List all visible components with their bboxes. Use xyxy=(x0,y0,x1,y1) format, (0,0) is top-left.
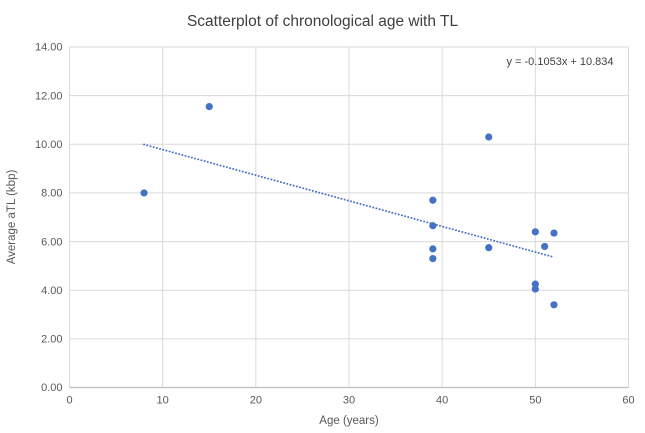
data-point xyxy=(485,133,493,141)
y-axis-title: Average aTL (kbp) xyxy=(6,170,18,265)
y-axis-tick-label: 6.00 xyxy=(41,236,62,248)
y-axis-tick-label: 0.00 xyxy=(41,382,62,394)
data-point xyxy=(541,242,549,251)
chart-title: Scatterplot of chronological age with TL xyxy=(187,13,459,30)
trendline-equation-label: y = -0.1053x + 10.834 xyxy=(506,56,613,68)
data-point xyxy=(429,254,437,263)
y-axis-tick-label: 10.00 xyxy=(35,139,63,151)
y-axis-tick-label: 14.00 xyxy=(35,42,63,54)
x-axis-tick-label: 0 xyxy=(66,395,72,407)
y-axis-tick-label: 12.00 xyxy=(35,90,63,102)
data-point xyxy=(550,301,558,309)
data-point xyxy=(531,228,539,236)
x-axis-tick-label: 10 xyxy=(157,395,169,407)
x-axis-title: Age (years) xyxy=(319,415,379,427)
data-point xyxy=(485,244,493,252)
y-axis-tick-label: 2.00 xyxy=(41,334,62,346)
data-point xyxy=(205,102,213,111)
data-point xyxy=(140,189,148,197)
data-point xyxy=(429,222,437,230)
y-axis-tick-label: 8.00 xyxy=(41,188,62,200)
data-point xyxy=(550,229,558,237)
x-axis-tick-label: 30 xyxy=(343,395,355,407)
x-axis-tick-label: 50 xyxy=(529,395,541,407)
x-axis-tick-label: 40 xyxy=(436,395,448,407)
x-axis-tick-label: 20 xyxy=(250,395,262,407)
data-point xyxy=(429,196,437,204)
x-axis-tick-label: 60 xyxy=(622,395,634,407)
tick-labels-layer: 0.00 2.00 4.00 6.00 8.00 10.00 12.00 14.00 0 10 20… xyxy=(35,42,635,407)
data-point xyxy=(531,285,539,293)
series-layer xyxy=(140,102,558,309)
data-point xyxy=(429,245,437,253)
y-axis-tick-label: 4.00 xyxy=(41,285,62,297)
